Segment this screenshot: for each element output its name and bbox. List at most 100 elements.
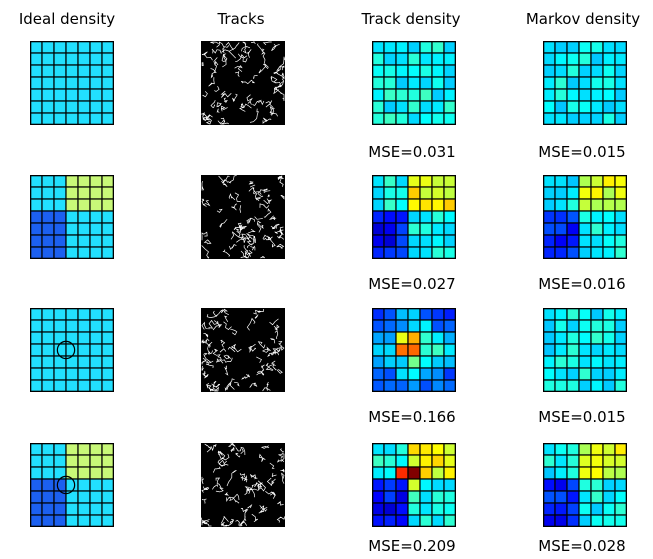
density-cell <box>590 355 604 369</box>
density-cell <box>431 222 445 236</box>
density-cell <box>543 175 556 188</box>
density-cell <box>419 308 433 321</box>
density-cell <box>578 52 592 66</box>
density-cell <box>419 443 433 456</box>
density-cell <box>395 514 409 527</box>
density-cell <box>65 331 79 345</box>
density-cell <box>554 64 568 78</box>
density-cell <box>407 367 421 381</box>
grid-border <box>372 308 456 392</box>
density-cell <box>65 355 79 369</box>
tracks-background <box>201 308 285 392</box>
density-cell <box>395 175 409 188</box>
ideal-density-panel-row-3 <box>30 308 114 392</box>
density-cell <box>89 41 103 54</box>
tracks-image <box>201 443 285 527</box>
density-cell <box>554 502 568 516</box>
density-cell <box>590 222 604 236</box>
density-cell <box>431 443 445 456</box>
density-cell <box>566 367 580 381</box>
density-cell <box>566 355 580 369</box>
density-cell <box>101 210 114 224</box>
density-cell <box>578 443 592 456</box>
density-cell <box>566 502 580 516</box>
density-cell <box>431 198 445 212</box>
density-cell <box>566 454 580 468</box>
density-cell <box>30 100 43 114</box>
markov-density-grid <box>543 308 627 392</box>
track-density-grid <box>372 41 456 125</box>
density-cell <box>372 355 385 369</box>
density-cell <box>431 246 445 259</box>
density-cell <box>602 210 616 224</box>
density-cell <box>395 41 409 54</box>
density-cell <box>395 343 409 357</box>
density-cell <box>419 379 433 392</box>
density-cell <box>89 64 103 78</box>
density-cell <box>431 343 445 357</box>
density-cell <box>602 319 616 333</box>
density-cell <box>590 186 604 200</box>
density-cell <box>395 52 409 66</box>
density-cell <box>65 64 79 78</box>
density-cell <box>77 76 91 90</box>
density-cell <box>614 478 627 492</box>
density-cell <box>590 41 604 54</box>
density-cell <box>443 198 456 212</box>
density-cell <box>554 490 568 504</box>
density-cell <box>419 514 433 527</box>
density-cell <box>65 443 79 456</box>
density-cell <box>372 379 385 392</box>
grid-border <box>543 41 627 125</box>
density-cell <box>590 502 604 516</box>
density-cell <box>543 112 556 125</box>
density-cell <box>407 331 421 345</box>
density-cell <box>65 466 79 480</box>
density-cell <box>395 443 409 456</box>
density-cell <box>41 308 55 321</box>
tracks-image <box>201 308 285 392</box>
density-cell <box>395 308 409 321</box>
density-cell <box>407 308 421 321</box>
density-cell <box>53 112 67 125</box>
density-cell <box>41 246 55 259</box>
density-cell <box>89 454 103 468</box>
density-cell <box>578 454 592 468</box>
density-cell <box>372 210 385 224</box>
density-cell <box>53 355 67 369</box>
density-cell <box>383 100 397 114</box>
density-cell <box>372 112 385 125</box>
density-cell <box>578 379 592 392</box>
density-cell <box>30 331 43 345</box>
density-cell <box>543 319 556 333</box>
density-cell <box>443 319 456 333</box>
density-cell <box>77 52 91 66</box>
density-cell <box>407 343 421 357</box>
density-cell <box>53 466 67 480</box>
density-cell <box>554 234 568 248</box>
markov-density-grid <box>543 443 627 527</box>
grid-border <box>372 175 456 259</box>
density-cell <box>602 175 616 188</box>
density-cell <box>53 100 67 114</box>
density-cell <box>431 76 445 90</box>
density-cell <box>407 198 421 212</box>
density-cell <box>53 319 67 333</box>
density-cell <box>372 367 385 381</box>
density-cell <box>443 246 456 259</box>
density-cell <box>431 490 445 504</box>
density-cell <box>395 319 409 333</box>
density-cell <box>443 76 456 90</box>
density-cell <box>602 514 616 527</box>
density-cell <box>443 343 456 357</box>
density-cell <box>395 234 409 248</box>
markov-density-mse-row-2: MSE=0.016 <box>538 275 626 293</box>
density-cell <box>89 502 103 516</box>
density-cell <box>53 222 67 236</box>
density-cell <box>372 88 385 102</box>
density-cell <box>431 367 445 381</box>
density-cell <box>578 112 592 125</box>
density-cell <box>77 331 91 345</box>
density-cell <box>41 76 55 90</box>
tracks-image <box>201 175 285 259</box>
